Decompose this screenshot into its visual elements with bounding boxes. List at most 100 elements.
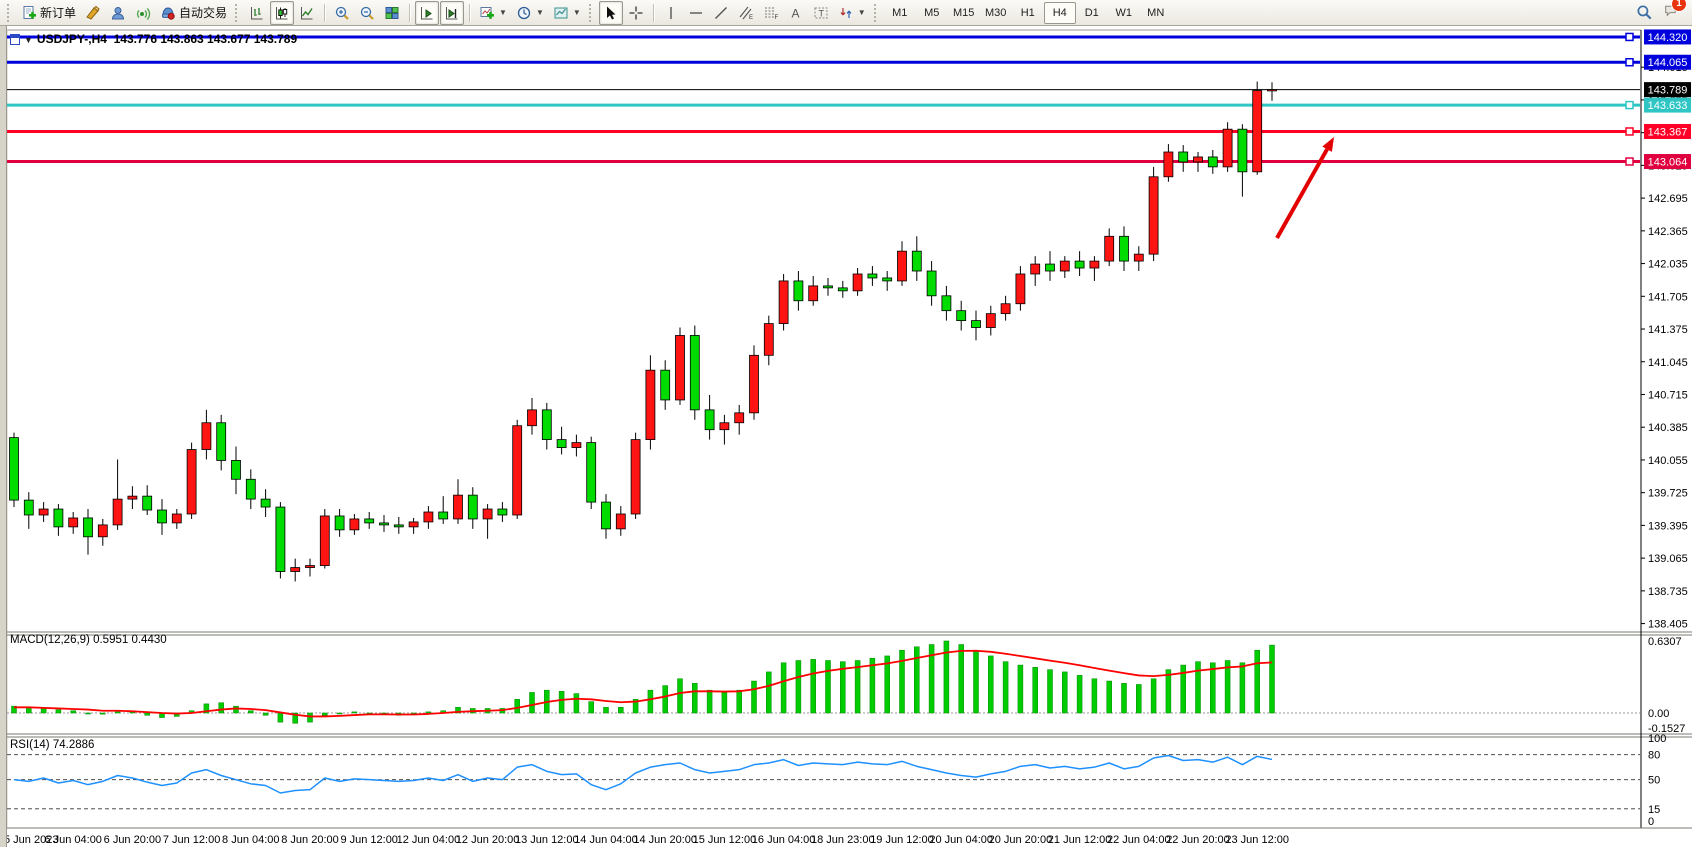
rsi-axis-label: 0 [1648, 816, 1654, 828]
new-order-icon [23, 5, 36, 19]
macd-bar [573, 693, 580, 714]
trendline-button[interactable] [709, 1, 733, 25]
price-tick-label: 141.045 [1648, 357, 1688, 369]
candle-body [290, 567, 301, 572]
candle-body [763, 323, 774, 356]
hline-handle[interactable] [1625, 157, 1634, 166]
metaeditor-button[interactable] [81, 1, 105, 25]
candle-body [1252, 90, 1263, 173]
candle-body [719, 422, 730, 431]
timeframe-D1[interactable]: D1 [1084, 6, 1099, 19]
macd-bar [1239, 662, 1246, 714]
candle-body [1000, 303, 1011, 315]
macd-name: MACD(12,26,9) [10, 634, 90, 646]
candle-body [53, 508, 64, 528]
time-label: 6 Jun 20:00 [104, 834, 162, 846]
arrow-annotation[interactable] [1275, 148, 1329, 239]
bar-chart-button[interactable] [245, 1, 269, 25]
chart-window-icon[interactable] [10, 34, 20, 45]
timeframe-M5[interactable]: M5 [924, 6, 940, 19]
profile-button[interactable] [106, 1, 130, 25]
macd-bar [218, 702, 224, 714]
candlestick-chart-button[interactable] [270, 0, 295, 25]
hline-handle[interactable] [1625, 57, 1634, 67]
timeframe-MN[interactable]: MN [1147, 6, 1165, 19]
rsi-axis-label: 50 [1648, 775, 1660, 787]
zoom-in-button[interactable] [330, 1, 354, 25]
templates-button[interactable]: ▼ [549, 1, 585, 25]
horizontal-line-icon [689, 11, 702, 14]
vertical-line-button[interactable] [659, 1, 683, 25]
macd-bar [618, 707, 624, 714]
add-indicator-button[interactable]: ▼ [475, 1, 511, 25]
timeframe-W1[interactable]: W1 [1115, 6, 1132, 19]
cursor-button[interactable] [598, 0, 623, 25]
candle-body [1015, 273, 1026, 305]
timeframe-M1[interactable]: M1 [892, 6, 908, 19]
timeframe-H4[interactable]: H4 [1043, 1, 1076, 24]
crosshair-button[interactable] [624, 1, 648, 25]
candle-body [1193, 156, 1203, 163]
hline-handle[interactable] [1625, 100, 1634, 110]
search-icon[interactable] [1636, 4, 1653, 21]
macd-bar [780, 662, 787, 714]
time-label: 12 Jun 04:00 [397, 834, 461, 846]
equidistant-channel-button[interactable]: E [734, 1, 758, 25]
periods-button[interactable]: ▼ [512, 1, 548, 25]
dropdown-caret-icon: ▼ [572, 8, 581, 17]
notifications-button[interactable]: 1 [1663, 0, 1687, 24]
signals-button[interactable] [131, 1, 155, 25]
chart-canvas[interactable]: 144.015143.685143.355143.025142.695142.3… [0, 26, 1692, 847]
fibonacci-button[interactable]: F [759, 1, 783, 25]
text-button[interactable]: A [784, 1, 808, 25]
candle-body [393, 524, 404, 528]
line-chart-button[interactable] [295, 1, 319, 25]
tile-windows-button[interactable] [380, 1, 404, 25]
candle-body [482, 508, 493, 520]
new-order-button[interactable]: 新订单 [17, 1, 80, 25]
add-indicator-icon [480, 6, 495, 19]
macd-bar [1210, 662, 1216, 714]
text-label-button[interactable]: T [809, 1, 833, 25]
price-tick-label: 142.365 [1648, 226, 1688, 238]
candle-body [334, 515, 345, 531]
macd-axis-min: -0.1527 [1648, 723, 1685, 735]
macd-bar [1165, 669, 1172, 714]
candle-body [1119, 235, 1129, 262]
horizontal-line-button[interactable] [684, 1, 708, 25]
price-tick-label: 140.715 [1648, 389, 1688, 401]
timeframe-H1[interactable]: H1 [1020, 6, 1035, 19]
candle-body [926, 270, 937, 297]
macd-bar [766, 671, 772, 714]
macd-bar [1136, 684, 1142, 714]
autotrading-button[interactable]: 自动交易 [156, 1, 231, 25]
candle-body [453, 494, 463, 520]
chart-title-ohlc: 143.776 143.863 143.677 143.789 [113, 32, 298, 46]
arrows-button[interactable]: ▼ [834, 1, 870, 25]
macd-bar [1106, 680, 1112, 714]
macd-bar [70, 710, 76, 714]
hline-handle[interactable] [1625, 32, 1634, 42]
text-label-icon: T [814, 7, 828, 18]
auto-scroll-button[interactable] [415, 0, 440, 25]
candle-body [1148, 176, 1159, 255]
candle-body [275, 506, 286, 572]
timeframe-M15[interactable]: M15 [953, 6, 975, 19]
candle-body [157, 509, 167, 524]
vertical-line-icon [670, 6, 672, 19]
time-label: 14 Jun 04:00 [574, 834, 638, 846]
notification-badge: 1 [1671, 0, 1687, 12]
time-label: 21 Jun 12:00 [1048, 834, 1112, 846]
macd-bar [262, 712, 269, 716]
chart-window[interactable]: 144.015143.685143.355143.025142.695142.3… [0, 26, 1692, 847]
chart-shift-button[interactable] [440, 0, 465, 25]
chart-collapse-icon[interactable]: ▼ [24, 35, 33, 45]
zoom-out-button[interactable] [355, 1, 379, 25]
timeframe-M30[interactable]: M30 [985, 6, 1007, 19]
arrow-annotation-head[interactable] [1322, 137, 1334, 152]
macd-bar [1047, 669, 1053, 714]
text-icon: A [791, 6, 799, 20]
hline-handle[interactable] [1625, 127, 1634, 136]
rsi-current-value: 74.2886 [52, 739, 95, 751]
